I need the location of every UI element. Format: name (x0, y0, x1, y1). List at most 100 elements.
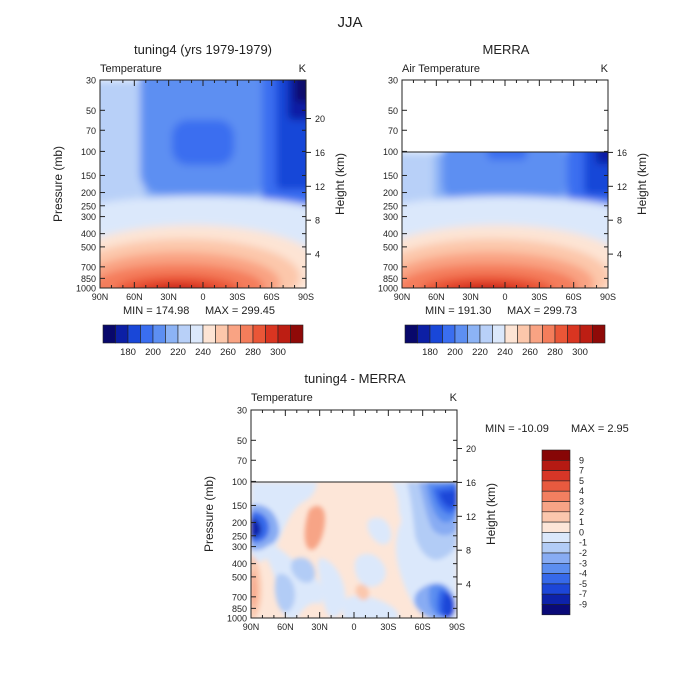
colorbar-cell (265, 324, 279, 344)
colorbar-cell (579, 324, 593, 344)
figure-title: JJA (337, 14, 362, 31)
y-tick-label: 30 (237, 406, 247, 416)
colorbar-label: 4 (579, 486, 584, 496)
panel-merra-ylabel-right: Height (km) (635, 153, 649, 215)
colorbar-cell (215, 324, 229, 344)
y-tick-label: 70 (388, 126, 398, 136)
y-tick-label: 70 (237, 456, 247, 466)
panel-merra-max: MAX = 299.73 (507, 305, 577, 317)
panel-model-min: MIN = 174.98 (123, 305, 189, 317)
x-tick-label: 60N (277, 622, 294, 632)
colorbar-label: 220 (472, 347, 488, 358)
colorbar-label: 280 (547, 347, 563, 358)
colorbar-cell (541, 563, 571, 574)
panel-merra-min: MIN = 191.30 (425, 305, 491, 317)
colorbar-label: 180 (422, 347, 438, 358)
panel-model: tuning4 (yrs 1979-1979) Temperature K (51, 42, 347, 358)
colorbar-label: 5 (579, 476, 584, 486)
panel-diff-title: tuning4 - MERRA (304, 371, 405, 386)
x-tick-label: 30S (229, 292, 245, 302)
y-tick-label: 100 (81, 147, 96, 157)
panel-diff: tuning4 - MERRA Temperature K (202, 371, 629, 632)
colorbar-cell (290, 324, 304, 344)
panel-merra-field (402, 152, 608, 288)
colorbar-cell (467, 324, 481, 344)
height-tick-label: 4 (315, 250, 320, 260)
x-tick-label: 60S (566, 292, 582, 302)
colorbar-cell (417, 324, 431, 344)
panel-model-ylabel-right: Height (km) (333, 153, 347, 215)
panel-diff-ylabel: Pressure (mb) (202, 476, 216, 552)
x-tick-label: 30S (531, 292, 547, 302)
panel-model-hticks: 4 8 12 16 20 (306, 114, 325, 260)
colorbar-cell (592, 324, 606, 344)
colorbar-cell (429, 324, 443, 344)
colorbar-cell (567, 324, 581, 344)
height-tick-label: 4 (466, 580, 471, 590)
height-tick-label: 8 (466, 546, 471, 556)
y-tick-label: 1000 (227, 614, 247, 624)
colorbar-cell (102, 324, 116, 344)
colorbar-label: 300 (270, 347, 286, 358)
y-tick-label: 50 (237, 436, 247, 446)
colorbar-label: -5 (579, 579, 587, 589)
panel-diff-units: K (450, 392, 458, 404)
colorbar-label: -7 (579, 589, 587, 599)
colorbar-cell (240, 324, 254, 344)
colorbar-label: 1 (579, 517, 584, 527)
panel-merra-variable: Air Temperature (402, 63, 480, 75)
y-tick-label: 50 (388, 106, 398, 116)
colorbar-cell (190, 324, 204, 344)
colorbar-cell (202, 324, 216, 344)
colorbar-label: 180 (120, 347, 136, 358)
height-tick-label: 8 (315, 216, 320, 226)
x-tick-label: 30N (462, 292, 479, 302)
colorbar-cell (542, 324, 556, 344)
colorbar-cell (541, 593, 571, 605)
colorbar-cell (252, 324, 266, 344)
colorbar-label: -9 (579, 600, 587, 610)
height-tick-label: 16 (617, 148, 627, 158)
colorbar-cell (541, 521, 571, 533)
colorbar-cell (541, 449, 571, 461)
colorbar-cell (127, 324, 141, 344)
colorbar-cell (492, 324, 506, 344)
panel-merra-units: K (601, 63, 609, 75)
y-tick-label: 700 (232, 592, 247, 602)
x-tick-label: 30N (160, 292, 177, 302)
height-tick-label: 8 (617, 216, 622, 226)
y-tick-label: 300 (383, 212, 398, 222)
panel-diff-max: MAX = 2.95 (571, 423, 629, 435)
panel-model-variable: Temperature (100, 63, 162, 75)
x-tick-label: 90N (243, 622, 260, 632)
panel-merra-xticks: 90N 60N 30N 0 30S 60S 90S (394, 80, 616, 302)
colorbar-cell (541, 604, 571, 616)
colorbar-label: 220 (170, 347, 186, 358)
height-tick-label: 20 (315, 114, 325, 124)
colorbar-cell (442, 324, 456, 344)
colorbar-cell (177, 324, 191, 344)
y-tick-label: 400 (81, 229, 96, 239)
colorbar-cell (541, 501, 571, 513)
colorbar-label: 260 (522, 347, 538, 358)
panel-model-field (100, 80, 306, 288)
colorbar-cell (541, 470, 571, 482)
x-tick-label: 60S (415, 622, 431, 632)
y-tick-label: 100 (232, 477, 247, 487)
x-tick-label: 60N (126, 292, 143, 302)
y-tick-label: 200 (81, 188, 96, 198)
colorbar-label: 0 (579, 527, 584, 537)
colorbar-cell (517, 324, 531, 344)
colorbar-cell (227, 324, 241, 344)
y-tick-label: 200 (232, 518, 247, 528)
colorbar-cell (152, 324, 166, 344)
y-tick-label: 500 (383, 242, 398, 252)
colorbar-cell (541, 552, 571, 564)
y-tick-label: 400 (232, 559, 247, 569)
panel-merra-colorbar: 180 200 220 240 260 280 300 (404, 324, 606, 358)
panel-merra-title: MERRA (483, 42, 530, 57)
y-tick-label: 850 (232, 604, 247, 614)
colorbar-label: 9 (579, 455, 584, 465)
y-tick-label: 250 (232, 531, 247, 541)
